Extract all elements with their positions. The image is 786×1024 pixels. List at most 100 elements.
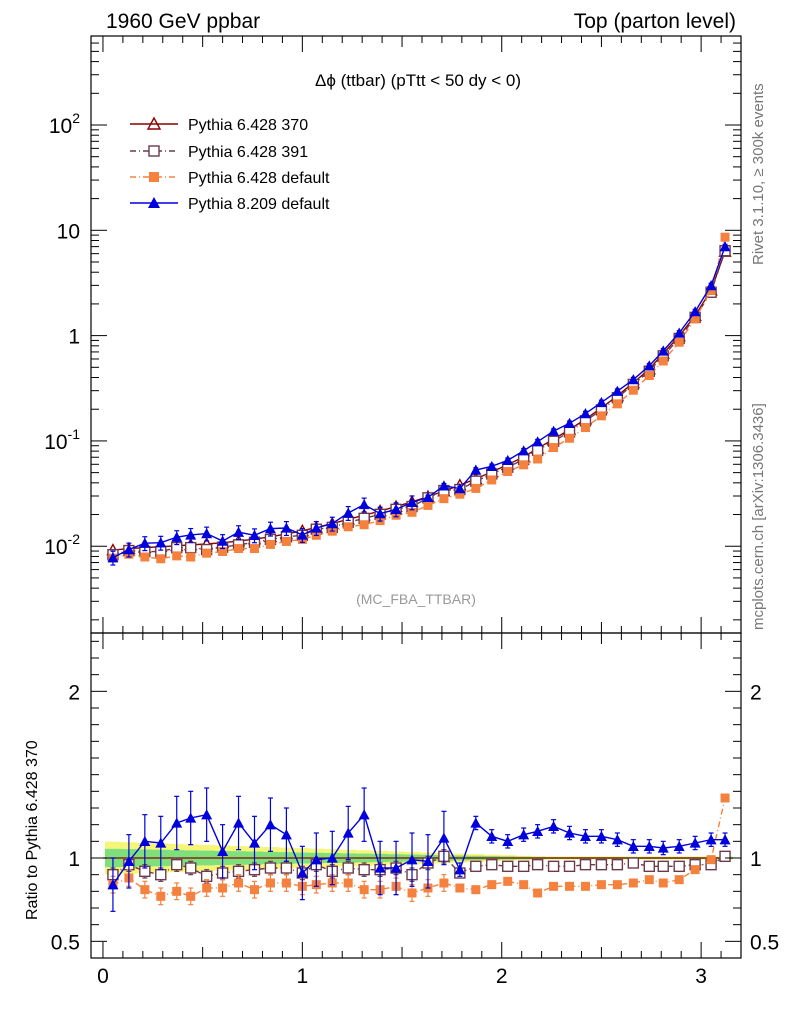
ratio-point-py8-default: [264, 819, 276, 830]
ratio-y-tick-label-right: 1: [750, 848, 762, 871]
data-point-py8-default: [657, 345, 669, 356]
ratio-point-py8-default: [374, 862, 386, 873]
ratio-point-py6-default: [533, 888, 543, 898]
legend: Pythia 6.428 370 Pythia 6.428 391 Pythia…: [130, 116, 330, 213]
ratio-point-py6-default: [471, 885, 481, 895]
data-point-py8-default: [374, 508, 386, 519]
ratio-y-tick-label-right: 0.5: [750, 931, 779, 954]
data-point-py8-default: [123, 544, 135, 555]
main-y-tick-label: 1: [68, 326, 80, 349]
ratio-point-py8-default: [185, 812, 197, 823]
data-point-py8-default: [217, 535, 229, 546]
ratio-point-py6-391: [502, 860, 514, 873]
ratio-point-py6-391: [280, 862, 293, 874]
data-point-py8-default: [107, 552, 119, 563]
data-point-py6-default: [265, 539, 275, 549]
data-point-py8-default: [502, 454, 514, 466]
ratio-point-py8-default: [310, 854, 322, 865]
data-point-py8-default: [438, 480, 450, 491]
data-point-py8-default: [139, 537, 151, 548]
ratio-point-py6-default: [565, 881, 575, 891]
ratio-point-py6-391: [595, 858, 608, 871]
ratio-point-py6-default: [580, 881, 590, 891]
mcplots-reference-label: mcplots.cern.ch [arXiv:1306.3436]: [750, 403, 767, 630]
ratio-point-py8-default: [326, 852, 338, 863]
data-point-py8-default: [264, 523, 276, 534]
data-point-py6-default: [249, 544, 259, 554]
data-point-py6-default: [407, 507, 417, 517]
ratio-point-py8-default: [454, 864, 466, 875]
ratio-point-py6-default: [202, 883, 212, 893]
ratio-point-py6-391: [719, 850, 731, 863]
ratio-point-py6-default: [644, 875, 654, 885]
ratio-y-tick-label: 1: [68, 848, 80, 871]
ratio-point-py8-default: [422, 855, 434, 867]
data-point-py6-default: [533, 454, 543, 464]
data-point-py8-default: [627, 374, 639, 385]
ratio-point-py6-391: [563, 860, 576, 873]
ratio-point-py6-391: [579, 858, 592, 871]
ratio-point-py6-391: [470, 860, 482, 873]
ratio-line-py8-default: [112, 813, 726, 886]
legend-entry-py6-391: Pythia 6.428 391: [130, 144, 308, 161]
x-tick-label: 2: [496, 965, 508, 988]
collider-energy-label: 1960 GeV ppbar: [106, 10, 260, 33]
legend-entry-py8-default: Pythia 8.209 default: [130, 196, 330, 213]
ratio-point-py6-default: [218, 883, 228, 893]
legend-marker-py6-391: [148, 145, 160, 157]
data-point-py8-default: [643, 360, 655, 371]
main-plot-layer: [106, 232, 732, 566]
ratio-line-py6-default: [112, 797, 726, 898]
ratio-point-py6-391: [264, 862, 277, 874]
ratio-point-py8-default: [248, 837, 260, 848]
data-point-py8-default: [486, 460, 498, 471]
series-line-py6-default: [112, 237, 726, 560]
main-y-tick-label: 10-1: [44, 426, 80, 454]
ratio-point-py6-default: [720, 793, 730, 803]
ratio-point-py8-default: [280, 829, 292, 840]
ratio-point-py8-default: [358, 809, 370, 820]
ratio-point-py6-default: [706, 855, 716, 865]
data-point-py8-default: [422, 491, 434, 503]
data-point-py6-default: [580, 423, 590, 433]
ratio-point-py6-default: [234, 878, 244, 888]
ratio-point-py8-default: [673, 840, 685, 852]
data-point-py8-default: [233, 526, 245, 537]
ratio-point-py6-default: [156, 891, 166, 901]
main-y-tick-label: 102: [49, 110, 80, 138]
ratio-point-py8-default: [502, 835, 514, 847]
data-point-py8-default: [470, 464, 482, 475]
ratio-point-py8-default: [201, 809, 213, 820]
ratio-point-py6-default: [674, 875, 684, 885]
legend-marker-py6-370: [146, 116, 162, 130]
ratio-point-py6-default: [519, 880, 529, 890]
ratio-point-py6-default: [658, 878, 668, 888]
ratio-point-py8-default: [627, 840, 639, 852]
ratio-point-py8-default: [438, 832, 450, 843]
main-y-tick-label: 10-2: [44, 531, 80, 559]
data-point-py8-default: [548, 425, 560, 436]
ratio-point-py8-default: [579, 830, 591, 842]
ratio-point-py8-default: [342, 827, 354, 838]
legend-label-py6-391: Pythia 6.428 391: [188, 144, 308, 161]
ratio-point-py6-default: [359, 885, 369, 895]
ratio-point-py6-default: [186, 891, 196, 901]
data-point-py6-default: [186, 552, 196, 562]
ratio-y-tick-label-right: 2: [750, 681, 762, 704]
main-y-tick-label: 10: [57, 220, 80, 243]
ratio-point-py6-default: [249, 885, 259, 895]
data-point-py6-default: [140, 552, 150, 562]
legend-label-py8-default: Pythia 8.209 default: [188, 196, 330, 213]
ratio-y-tick-label: 2: [68, 681, 80, 704]
data-point-py6-default: [519, 460, 529, 470]
data-point-py8-default: [673, 327, 685, 338]
ratio-point-py6-391: [184, 862, 197, 874]
data-point-py6-default: [644, 371, 654, 381]
legend-entry-py6-370: Pythia 6.428 370: [130, 116, 308, 134]
ratio-point-py8-default: [107, 879, 119, 890]
ratio-point-py8-default: [233, 817, 245, 828]
data-point-py6-default: [471, 483, 481, 493]
ratio-point-py8-default: [719, 834, 731, 845]
ratio-point-py6-default: [407, 888, 417, 898]
